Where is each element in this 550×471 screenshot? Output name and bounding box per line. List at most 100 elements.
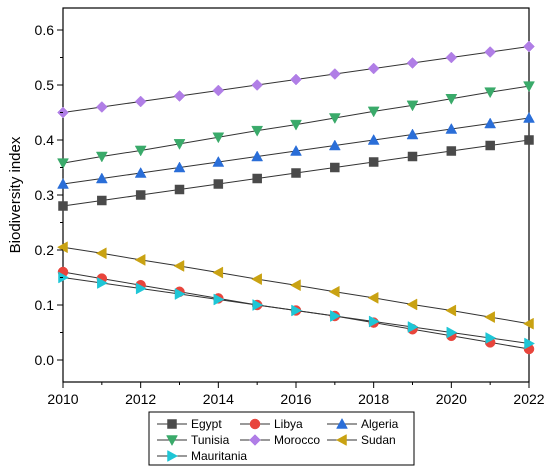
legend-label: Algeria: [361, 417, 399, 431]
data-point: [523, 111, 535, 123]
data-point: [446, 326, 458, 339]
data-point: [367, 133, 380, 145]
x-tick-label: 2012: [125, 391, 156, 407]
legend: Egypt Libya Algeria Tunisia Morocco Sudan Maur…: [148, 411, 415, 466]
series-layer: [56, 40, 536, 355]
data-point: [368, 157, 379, 167]
data-point: [328, 285, 340, 298]
data-point: [95, 247, 107, 260]
legend-item-egypt: Egypt: [157, 417, 222, 431]
series-mauritania: [58, 271, 536, 350]
data-point: [484, 87, 497, 99]
data-point: [328, 139, 341, 151]
data-point: [291, 304, 303, 317]
data-point: [173, 139, 186, 150]
x-tick-label: 2018: [358, 391, 389, 407]
data-point: [97, 195, 107, 206]
data-point: [251, 79, 264, 91]
data-point: [328, 68, 341, 80]
data-point: [485, 332, 497, 344]
legend-marker: [249, 418, 261, 430]
legend-label: Libya: [274, 417, 303, 431]
series-egypt: [58, 135, 534, 211]
x-tick-label: 2022: [513, 391, 544, 407]
y-tick-label: 0.2: [35, 242, 55, 258]
series-algeria: [57, 111, 535, 189]
legend-item-mauritania: Mauritania: [157, 449, 247, 463]
data-point: [212, 155, 225, 167]
legend-label: Mauritania: [191, 449, 247, 463]
data-point: [484, 46, 497, 58]
legend-item-libya: Libya: [240, 417, 303, 431]
data-point: [97, 277, 108, 289]
data-point: [251, 125, 264, 137]
legend-item-tunisia: Tunisia: [157, 433, 230, 447]
x-tick-label: 2010: [47, 391, 78, 407]
y-tick-label: 0.4: [35, 132, 55, 148]
plot-frame: [62, 7, 530, 383]
data-point: [57, 177, 69, 189]
y-tick-label: 0.1: [35, 297, 55, 313]
data-point: [58, 271, 70, 284]
y-tick-label: 0.0: [35, 352, 55, 368]
data-point: [212, 84, 225, 97]
legend-item-sudan: Sudan: [327, 433, 396, 447]
legend-label: Tunisia: [191, 433, 230, 447]
data-point: [328, 113, 341, 125]
data-point: [174, 288, 186, 300]
series-tunisia: [57, 81, 535, 170]
data-point: [485, 140, 495, 151]
data-point: [134, 145, 147, 157]
data-point: [95, 172, 108, 184]
y-tick-label: 0.5: [35, 77, 55, 93]
legend-box: [148, 411, 415, 466]
legend-marker: [335, 434, 347, 446]
data-point: [134, 253, 146, 266]
x-tick-label: 2016: [280, 391, 311, 407]
data-point: [522, 317, 534, 330]
data-point: [134, 166, 147, 178]
data-point: [135, 190, 146, 200]
data-point: [445, 304, 457, 317]
data-point: [330, 310, 341, 322]
data-point: [446, 146, 457, 156]
data-point: [406, 298, 418, 311]
data-point: [330, 162, 340, 173]
series-sudan: [56, 241, 534, 330]
data-point: [406, 128, 419, 140]
data-point: [252, 299, 264, 311]
data-point: [406, 57, 419, 69]
axis-layer: 2010 2012 2014 2016 2018 2020 2022 0.0 0.1 0.2 0.3…: [35, 22, 545, 407]
legend-label: Sudan: [361, 433, 396, 447]
data-point: [367, 62, 380, 75]
legend-marker: [167, 450, 179, 462]
data-point: [291, 168, 301, 178]
data-point: [212, 266, 224, 279]
data-point: [367, 106, 380, 118]
data-point: [524, 135, 534, 145]
data-point: [445, 122, 458, 134]
data-point: [484, 311, 495, 324]
data-point: [57, 158, 69, 170]
data-point: [368, 315, 380, 328]
data-point: [251, 273, 262, 286]
data-point: [290, 144, 302, 156]
data-point: [212, 132, 225, 144]
data-point: [367, 291, 379, 304]
series-morocco: [57, 40, 535, 119]
data-point: [523, 40, 535, 53]
data-point: [406, 100, 419, 112]
data-point: [95, 151, 108, 163]
data-point: [173, 90, 186, 102]
data-point: [407, 151, 418, 162]
data-point: [445, 94, 458, 105]
data-point: [524, 337, 536, 350]
data-point: [174, 184, 185, 195]
legend-marker: [249, 434, 261, 446]
legend-item-algeria: Algeria: [327, 417, 399, 431]
data-point: [213, 179, 224, 189]
legend-marker: [167, 419, 177, 429]
legend-item-morocco: Morocco: [240, 433, 320, 447]
data-point: [251, 150, 264, 162]
